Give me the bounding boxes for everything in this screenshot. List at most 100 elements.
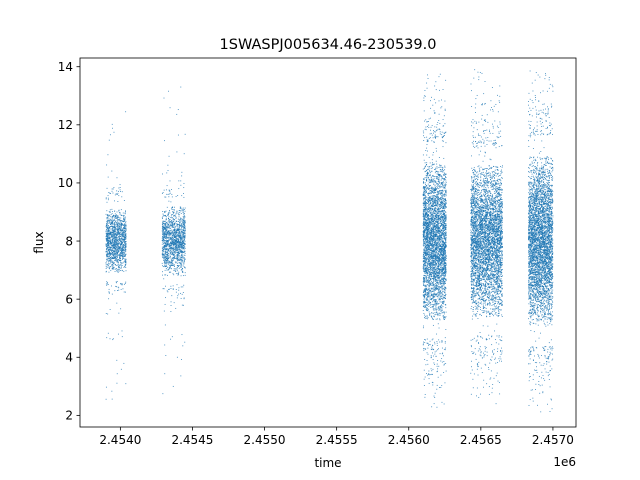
data-point xyxy=(178,246,180,248)
data-point xyxy=(182,345,184,347)
data-point xyxy=(433,219,435,221)
data-point xyxy=(178,210,180,212)
data-point xyxy=(432,208,434,210)
data-point xyxy=(438,175,440,177)
data-point xyxy=(442,294,444,296)
data-point xyxy=(431,262,433,264)
data-point xyxy=(435,240,437,242)
data-point xyxy=(111,262,113,264)
data-point xyxy=(426,188,428,190)
data-point xyxy=(171,207,173,209)
data-point xyxy=(118,232,120,234)
data-point xyxy=(175,244,177,246)
data-point xyxy=(432,270,434,272)
data-point xyxy=(431,270,433,272)
data-point xyxy=(177,238,179,240)
data-point xyxy=(122,249,124,251)
data-point xyxy=(429,223,431,225)
data-point xyxy=(439,122,441,124)
data-point xyxy=(109,246,111,248)
data-point xyxy=(181,223,183,224)
data-point xyxy=(122,246,124,248)
data-point xyxy=(108,244,110,246)
data-point xyxy=(117,260,118,261)
data-point xyxy=(181,241,183,243)
data-point xyxy=(112,192,114,194)
data-point xyxy=(116,234,118,236)
data-point xyxy=(172,246,174,248)
data-point xyxy=(433,178,435,180)
data-point xyxy=(173,241,174,243)
data-point xyxy=(117,245,119,247)
data-point xyxy=(429,228,431,230)
data-point xyxy=(118,260,120,261)
data-point xyxy=(176,243,178,245)
data-point xyxy=(427,374,429,376)
data-point xyxy=(105,243,107,245)
data-point xyxy=(172,219,174,221)
data-point xyxy=(122,257,124,259)
data-point xyxy=(163,260,165,262)
data-point xyxy=(122,242,123,244)
data-point xyxy=(181,258,183,260)
data-point xyxy=(177,223,179,225)
data-point xyxy=(180,249,182,251)
data-point xyxy=(422,244,424,246)
data-point xyxy=(433,292,435,294)
data-point xyxy=(117,192,119,194)
data-point xyxy=(444,235,446,237)
data-point xyxy=(168,90,170,92)
data-point xyxy=(170,256,171,257)
data-point xyxy=(119,253,121,255)
data-point xyxy=(125,216,127,218)
data-point xyxy=(430,253,432,255)
data-point xyxy=(118,230,120,232)
data-point xyxy=(161,253,163,255)
data-point xyxy=(174,231,176,233)
data-point xyxy=(181,271,183,273)
data-point xyxy=(116,225,118,227)
data-point xyxy=(107,282,109,284)
data-point xyxy=(118,238,120,240)
data-point xyxy=(108,215,110,217)
data-point xyxy=(183,298,185,300)
data-point xyxy=(435,318,437,320)
data-point xyxy=(113,251,115,253)
data-point xyxy=(124,230,126,232)
data-point xyxy=(439,73,441,75)
data-point xyxy=(432,215,434,217)
data-point xyxy=(175,245,177,247)
data-point xyxy=(435,147,437,149)
data-point xyxy=(167,213,169,215)
data-point xyxy=(444,229,445,231)
data-point xyxy=(181,233,183,235)
data-point xyxy=(119,249,121,251)
data-point xyxy=(121,224,123,226)
data-point xyxy=(116,257,118,259)
data-point xyxy=(114,229,115,231)
data-point xyxy=(170,250,172,252)
data-point xyxy=(167,193,169,195)
data-point xyxy=(169,244,171,246)
data-point xyxy=(106,232,108,234)
data-point xyxy=(176,230,178,232)
data-point xyxy=(430,239,432,241)
data-point xyxy=(430,180,431,182)
data-point xyxy=(438,365,440,367)
data-point xyxy=(428,291,429,293)
data-point xyxy=(111,221,113,223)
data-point xyxy=(163,245,165,247)
data-point xyxy=(119,239,121,241)
data-point xyxy=(426,258,428,260)
data-point xyxy=(123,239,125,241)
data-point xyxy=(178,293,180,295)
data-point xyxy=(110,232,112,234)
data-point xyxy=(435,189,437,191)
data-point xyxy=(439,250,441,252)
data-point xyxy=(114,253,116,255)
data-point xyxy=(431,294,433,296)
data-point xyxy=(117,290,118,291)
data-point xyxy=(178,247,180,249)
data-point xyxy=(424,204,426,206)
data-point xyxy=(180,252,182,253)
